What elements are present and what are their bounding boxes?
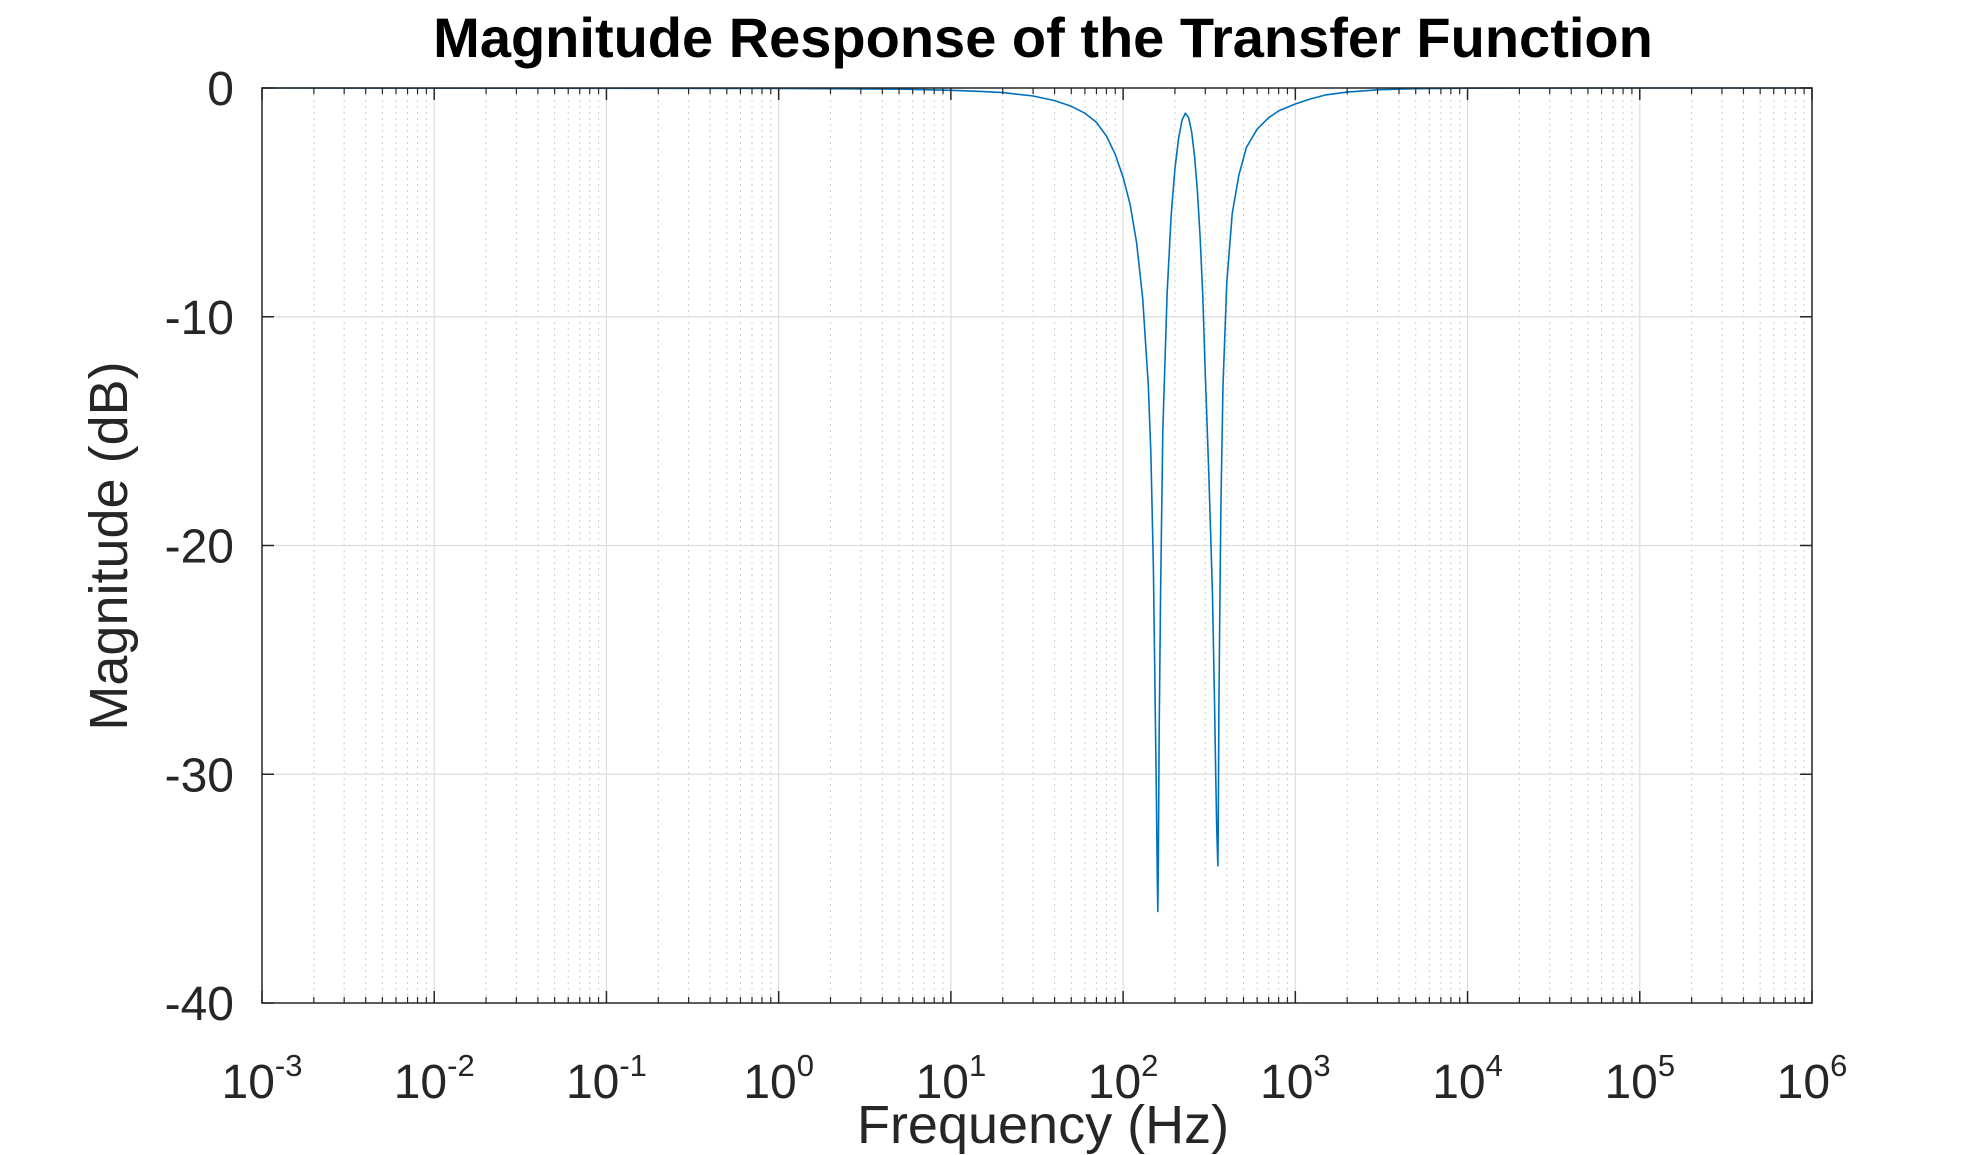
- axis-ticks: [261, 87, 1813, 1004]
- x-tick-label: 10-2: [394, 1048, 475, 1109]
- x-tick-label: 10-3: [222, 1048, 303, 1109]
- y-tick-label: 0: [207, 63, 234, 116]
- plot-area: [261, 87, 1812, 913]
- x-axis-tick-labels: 10-3 10-2 10-1 100 101 102 103 104 105 106: [222, 1048, 1848, 1109]
- chart-title: Magnitude Response of the Transfer Funct…: [433, 6, 1653, 69]
- x-tick-label: 106: [1777, 1048, 1848, 1109]
- magnitude-series-line: [261, 87, 1812, 913]
- x-tick-label: 101: [916, 1048, 987, 1109]
- x-tick-label: 102: [1088, 1048, 1159, 1109]
- x-axis-label: Frequency (Hz): [857, 1095, 1229, 1155]
- grid: [261, 88, 1813, 1003]
- y-axis-tick-labels: 0 -10 -20 -30 -40: [165, 63, 234, 1031]
- x-tick-label: 104: [1432, 1048, 1503, 1109]
- x-tick-label: 10-1: [566, 1048, 647, 1109]
- y-axis-label: Magnitude (dB): [79, 361, 139, 730]
- y-tick-label: -30: [165, 749, 234, 802]
- y-tick-label: -40: [165, 978, 234, 1031]
- x-tick-label: 100: [743, 1048, 814, 1109]
- x-tick-label: 103: [1260, 1048, 1331, 1109]
- y-tick-label: -10: [165, 292, 234, 345]
- y-tick-label: -20: [165, 521, 234, 574]
- x-tick-label: 105: [1604, 1048, 1675, 1109]
